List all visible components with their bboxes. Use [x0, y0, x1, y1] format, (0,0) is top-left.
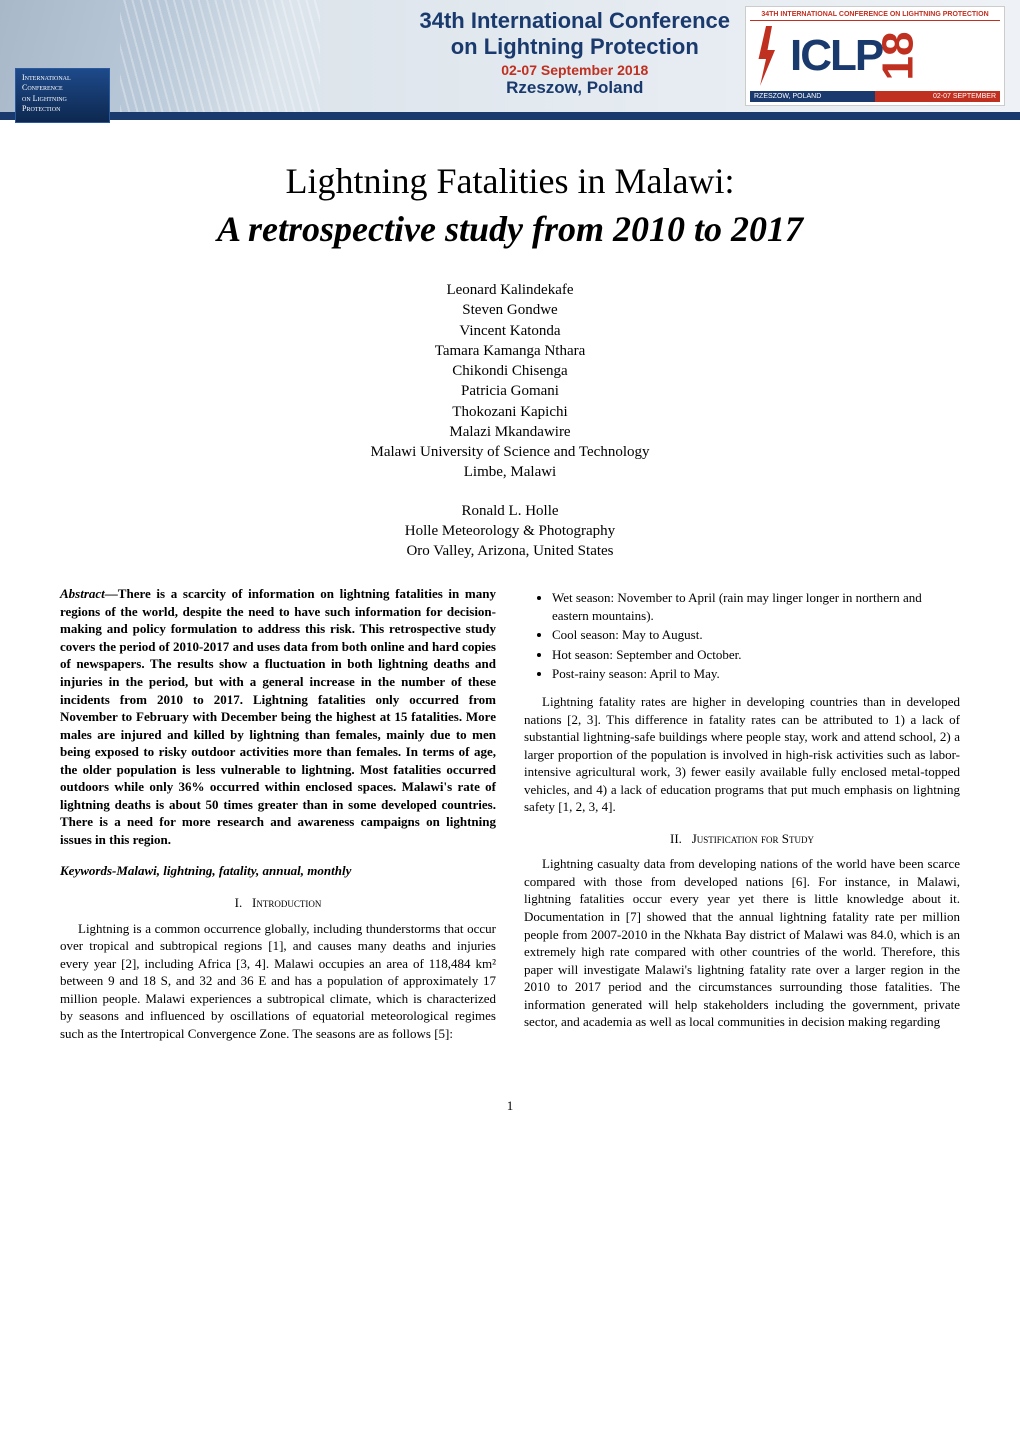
section-2-number: II. — [670, 831, 682, 846]
author-block-1: Leonard Kalindekafe Steven Gondwe Vincen… — [60, 280, 960, 483]
abstract-text: —There is a scarcity of information on l… — [60, 586, 496, 847]
author-line: Thokozani Kapichi — [60, 402, 960, 422]
iclp-bottom-bar: RZESZOW, POLAND 02-07 SEPTEMBER — [750, 91, 1000, 102]
author-line: Leonard Kalindekafe — [60, 280, 960, 300]
conference-badge: International Conference on Lightning Pr… — [15, 68, 110, 123]
badge-line: on Lightning — [22, 94, 103, 104]
page-content: Lightning Fatalities in Malawi: A retros… — [0, 120, 1020, 1154]
iclp-bottom-location: RZESZOW, POLAND — [750, 91, 875, 102]
season-item: Post-rainy season: April to May. — [552, 665, 960, 683]
paper-subtitle: A retrospective study from 2010 to 2017 — [60, 208, 960, 250]
section-1-number: I. — [235, 895, 243, 910]
section-2-heading: II. Justification for Study — [524, 830, 960, 848]
affiliation-line: Holle Meteorology & Photography — [60, 521, 960, 541]
page-number: 1 — [60, 1098, 960, 1114]
author-line: Steven Gondwe — [60, 300, 960, 320]
author-line: Vincent Katonda — [60, 321, 960, 341]
authors-section: Leonard Kalindekafe Steven Gondwe Vincen… — [60, 280, 960, 561]
paper-title: Lightning Fatalities in Malawi: — [60, 160, 960, 202]
justification-paragraph-1: Lightning casualty data from developing … — [524, 855, 960, 1030]
author-block-2: Ronald L. Holle Holle Meteorology & Phot… — [60, 501, 960, 562]
right-column: Wet season: November to April (rain may … — [524, 585, 960, 1048]
conference-dates: 02-07 September 2018 — [419, 62, 730, 78]
building-lines-decoration — [120, 0, 320, 112]
iclp-logo: 34TH INTERNATIONAL CONFERENCE ON LIGHTNI… — [745, 6, 1005, 106]
two-column-body: Abstract—There is a scarcity of informat… — [60, 585, 960, 1048]
season-item: Hot season: September and October. — [552, 646, 960, 664]
conference-location: Rzeszow, Poland — [419, 78, 730, 98]
lightning-bolt-icon — [754, 26, 784, 86]
badge-line: International — [22, 73, 103, 83]
keywords: Keywords-Malawi, lightning, fatality, an… — [60, 862, 496, 880]
badge-line: Conference — [22, 83, 103, 93]
conference-banner: International Conference on Lightning Pr… — [0, 0, 1020, 120]
conference-title-line1: 34th International Conference — [419, 8, 730, 34]
badge-line: Protection — [22, 104, 103, 114]
affiliation-line: Malawi University of Science and Technol… — [60, 442, 960, 462]
left-column: Abstract—There is a scarcity of informat… — [60, 585, 496, 1048]
affiliation-line: Oro Valley, Arizona, United States — [60, 541, 960, 561]
abstract-label: Abstract — [60, 586, 105, 601]
section-2-name: Justification for Study — [692, 831, 814, 846]
season-item: Cool season: May to August. — [552, 626, 960, 644]
author-line: Malazi Mkandawire — [60, 422, 960, 442]
conference-title-line2: on Lightning Protection — [419, 34, 730, 60]
iclp-letters: ICLP — [790, 31, 882, 81]
author-line: Patricia Gomani — [60, 381, 960, 401]
iclp-bottom-date: 02-07 SEPTEMBER — [875, 91, 1000, 102]
seasons-list: Wet season: November to April (rain may … — [552, 589, 960, 683]
abstract-paragraph: Abstract—There is a scarcity of informat… — [60, 585, 496, 848]
intro-paragraph-2: Lightning fatality rates are higher in d… — [524, 693, 960, 816]
section-1-heading: I. Introduction — [60, 894, 496, 912]
affiliation-line: Limbe, Malawi — [60, 462, 960, 482]
author-line: Tamara Kamanga Nthara — [60, 341, 960, 361]
iclp-top-text: 34TH INTERNATIONAL CONFERENCE ON LIGHTNI… — [750, 11, 1000, 21]
iclp-year: 18 — [874, 32, 924, 81]
author-line: Chikondi Chisenga — [60, 361, 960, 381]
intro-paragraph-1: Lightning is a common occurrence globall… — [60, 920, 496, 1043]
author-line: Ronald L. Holle — [60, 501, 960, 521]
iclp-main-row: ICLP 18 — [750, 21, 1000, 91]
banner-text-block: 34th International Conference on Lightni… — [419, 8, 730, 98]
season-item: Wet season: November to April (rain may … — [552, 589, 960, 624]
section-1-name: Introduction — [252, 895, 321, 910]
